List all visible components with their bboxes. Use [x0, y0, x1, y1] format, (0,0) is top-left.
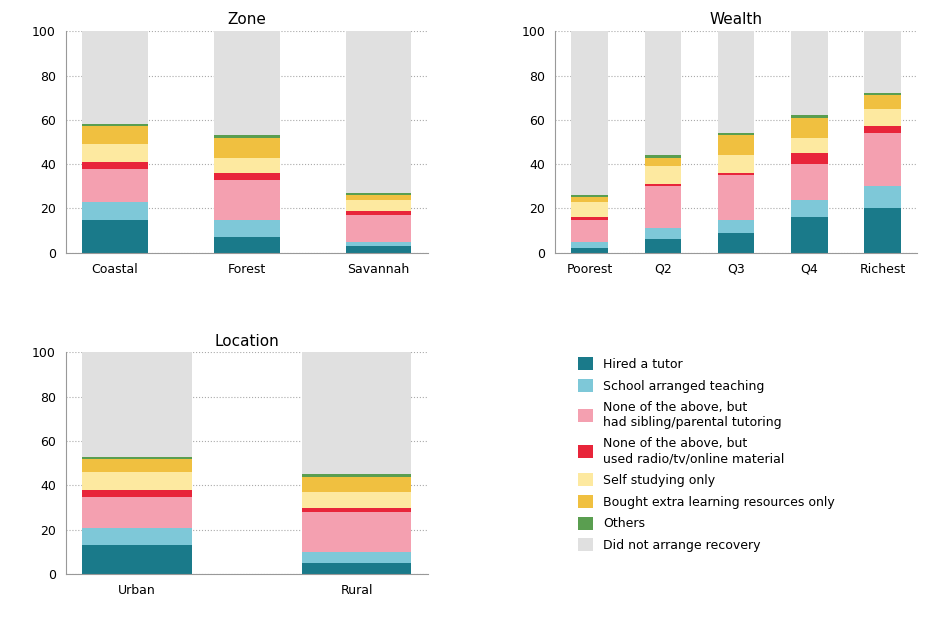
Bar	[345, 246, 412, 253]
Title: Wealth: Wealth	[709, 12, 763, 27]
Bar	[718, 155, 754, 173]
Bar	[301, 492, 412, 507]
Bar	[645, 240, 681, 253]
Bar	[571, 195, 607, 197]
Bar	[645, 187, 681, 228]
Bar	[645, 31, 681, 155]
Bar	[864, 109, 900, 127]
Bar	[301, 512, 412, 552]
Bar	[864, 127, 900, 133]
Bar	[645, 167, 681, 184]
Bar	[213, 137, 280, 157]
Title: Zone: Zone	[227, 12, 266, 27]
Legend: Hired a tutor, School arranged teaching, None of the above, but
had sibling/pare: Hired a tutor, School arranged teaching,…	[573, 353, 840, 557]
Bar	[864, 187, 900, 208]
Bar	[864, 95, 900, 109]
Bar	[345, 211, 412, 215]
Bar	[301, 477, 412, 492]
Bar	[718, 233, 754, 253]
Bar	[213, 135, 280, 137]
Bar	[213, 31, 280, 135]
Bar	[345, 241, 412, 246]
Bar	[213, 237, 280, 253]
Bar	[791, 164, 827, 200]
Bar	[791, 137, 827, 153]
Bar	[301, 507, 412, 512]
Bar	[82, 144, 148, 162]
Bar	[571, 31, 607, 195]
Bar	[301, 353, 412, 474]
Bar	[82, 472, 192, 490]
Bar	[82, 490, 192, 497]
Bar	[82, 527, 192, 545]
Bar	[571, 241, 607, 248]
Bar	[345, 31, 412, 193]
Bar	[82, 202, 148, 220]
Bar	[301, 563, 412, 574]
Bar	[82, 162, 148, 168]
Bar	[82, 545, 192, 574]
Bar	[791, 115, 827, 117]
Bar	[864, 93, 900, 95]
Bar	[82, 497, 192, 527]
Bar	[645, 155, 681, 157]
Bar	[345, 215, 412, 241]
Bar	[301, 474, 412, 477]
Bar	[791, 31, 827, 115]
Bar	[345, 200, 412, 211]
Bar	[82, 353, 192, 457]
Bar	[82, 220, 148, 253]
Bar	[645, 184, 681, 187]
Bar	[301, 552, 412, 563]
Bar	[82, 31, 148, 124]
Title: Location: Location	[214, 334, 279, 349]
Bar	[571, 217, 607, 220]
Bar	[718, 31, 754, 133]
Bar	[791, 153, 827, 164]
Bar	[864, 31, 900, 93]
Bar	[791, 117, 827, 137]
Bar	[571, 197, 607, 202]
Bar	[213, 220, 280, 237]
Bar	[718, 135, 754, 155]
Bar	[645, 157, 681, 167]
Bar	[718, 173, 754, 175]
Bar	[213, 180, 280, 220]
Bar	[791, 200, 827, 217]
Bar	[82, 459, 192, 472]
Bar	[718, 175, 754, 220]
Bar	[345, 193, 412, 195]
Bar	[213, 173, 280, 180]
Bar	[864, 133, 900, 187]
Bar	[864, 208, 900, 253]
Bar	[82, 127, 148, 144]
Bar	[82, 168, 148, 202]
Bar	[645, 228, 681, 240]
Bar	[571, 220, 607, 241]
Bar	[571, 202, 607, 217]
Bar	[718, 220, 754, 233]
Bar	[345, 195, 412, 200]
Bar	[718, 133, 754, 135]
Bar	[82, 457, 192, 459]
Bar	[213, 157, 280, 173]
Bar	[791, 217, 827, 253]
Bar	[571, 248, 607, 253]
Bar	[82, 124, 148, 127]
